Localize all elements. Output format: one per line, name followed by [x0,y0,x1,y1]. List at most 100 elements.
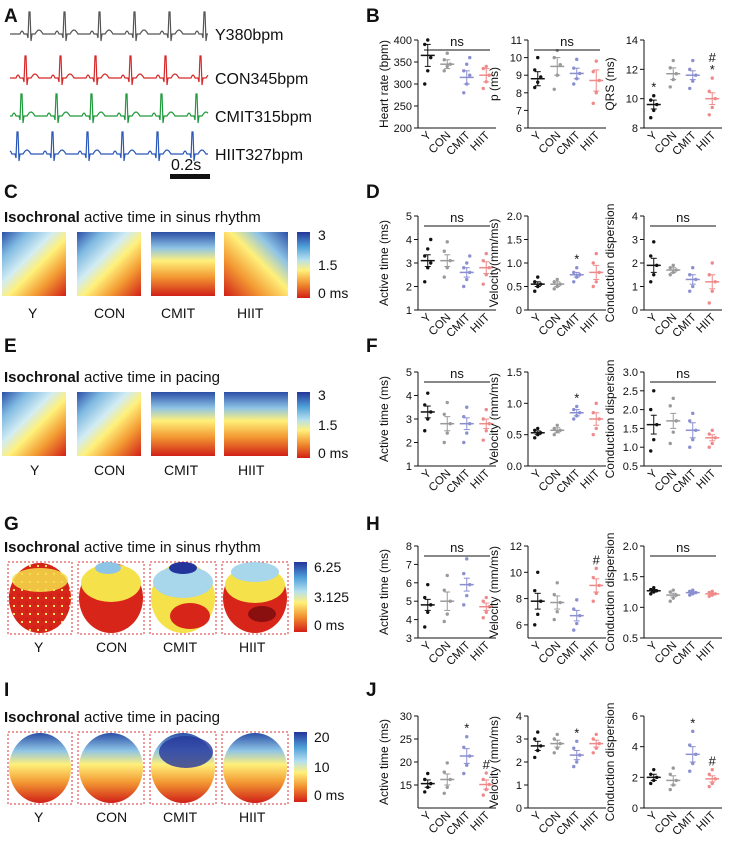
data-point [465,62,469,66]
ns-label: ns [676,540,690,555]
data-point [533,755,537,760]
data-point [688,86,692,91]
data-point [691,284,695,289]
y-axis-label: Heart rate (bpm) [377,40,391,128]
x-tick-label: HIIT [695,640,719,664]
y-tick-label: 1 [632,282,638,294]
data-point [575,266,579,270]
data-point [426,391,430,395]
data-point [442,275,446,279]
significance-mark: * [574,725,579,740]
data-point [649,407,653,412]
data-point [484,407,488,412]
data-point [710,289,714,293]
y-tick-label: 1 [516,780,522,792]
data-point [536,275,540,279]
data-point [552,87,556,91]
data-point [591,284,595,289]
data-point [572,417,576,421]
ns-label: ns [450,210,464,225]
colorbar-i-mid: 10 [314,759,330,775]
y-tick-label: 2.5 [623,386,638,398]
y-tick-label: 0 [516,305,522,317]
y-axis-label: Velocity(mm/ms) [487,219,501,308]
y-tick-label: 5 [406,596,412,608]
data-point [668,772,672,776]
data-point [572,628,576,632]
colorbar-c-max: 3 [318,227,326,243]
heatmap-title-g: Isochronal active time in sinus rhythm [4,539,261,556]
y-tick-label: 1.5 [623,423,638,435]
data-point [536,570,540,574]
heatmap-c-cmit [151,232,215,296]
y-tick-label: 8 [632,123,638,135]
y-tick-label: 250 [394,101,412,113]
heatmap-panel-g: Isochronal active time in sinus rhythm 6… [4,539,349,655]
data-point [707,301,711,305]
ns-label: ns [560,34,574,49]
colorbar-e-mid: 1.5 [318,417,338,433]
data-point [552,287,556,291]
data-point [591,751,595,755]
data-point [591,261,595,265]
data-point [555,277,559,282]
data-point [558,62,562,67]
heatmap-g-hiit-blue [231,562,279,582]
data-point [649,781,653,786]
data-point [668,85,672,89]
data-point [423,790,427,794]
colorbar-c-mid: 1.5 [318,257,338,273]
data-point [691,729,695,734]
y-tick-label: 11 [511,35,522,47]
data-point [426,38,430,42]
y-tick-label: 3 [516,734,522,746]
heatmap-i-label-cmit: CMIT [163,809,198,825]
y-tick-label: 1.0 [623,602,638,614]
data-point [426,247,430,251]
x-tick-label: HIIT [469,810,493,834]
data-point [671,58,675,63]
colorbar-g [294,562,307,632]
ecg-trace-y [10,11,208,42]
data-point [445,612,449,616]
data-point [484,64,488,69]
data-point [484,429,488,433]
data-point [691,411,695,416]
x-tick-label: HIIT [579,640,603,664]
y-axis-label: Conduction dispersion [603,533,617,652]
y-tick-label: 0.5 [623,461,638,473]
heatmap-title-c-bold: Isochronal [4,209,80,226]
y-tick-label: 2 [632,258,638,270]
y-tick-label: 6 [406,578,412,590]
heatmap-i-y [9,733,71,803]
data-point [465,763,469,767]
data-point [481,438,485,442]
data-point [533,428,537,432]
y-tick-label: 9 [516,70,522,82]
data-point [423,429,427,433]
data-point [462,745,466,749]
data-point [462,571,466,576]
heatmap-e-cmit [151,392,215,456]
heatmap-i-frame-y [7,731,73,805]
colorbar-e-min: 0 ms [318,445,348,461]
data-point [445,431,449,435]
y-axis-label: QRS (ms) [603,57,617,110]
y-tick-label: 6 [516,123,522,135]
data-point [445,51,449,55]
y-tick-label: 10 [510,53,522,65]
data-point [442,588,446,592]
data-point [423,595,427,600]
y-tick-label: 1.0 [623,442,638,454]
data-point [594,280,598,284]
ns-label: ns [450,540,464,555]
data-point [594,426,598,431]
heatmap-g-label-hiit: HIIT [239,639,266,655]
heatmap-g-label-cmit: CMIT [163,639,198,655]
y-tick-label: 0 [516,803,522,815]
